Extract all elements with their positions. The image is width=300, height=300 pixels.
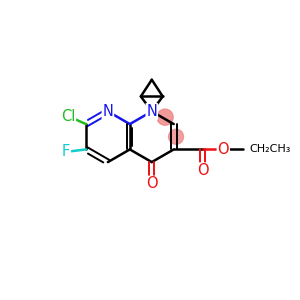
Circle shape xyxy=(169,129,184,144)
Text: Cl: Cl xyxy=(61,109,75,124)
Circle shape xyxy=(157,109,173,125)
Text: O: O xyxy=(197,163,208,178)
Text: O: O xyxy=(146,176,158,191)
Text: O: O xyxy=(218,142,229,157)
Text: N: N xyxy=(103,104,113,119)
Text: N: N xyxy=(146,104,157,119)
Text: F: F xyxy=(62,144,70,159)
Text: CH₂CH₃: CH₂CH₃ xyxy=(249,144,291,154)
